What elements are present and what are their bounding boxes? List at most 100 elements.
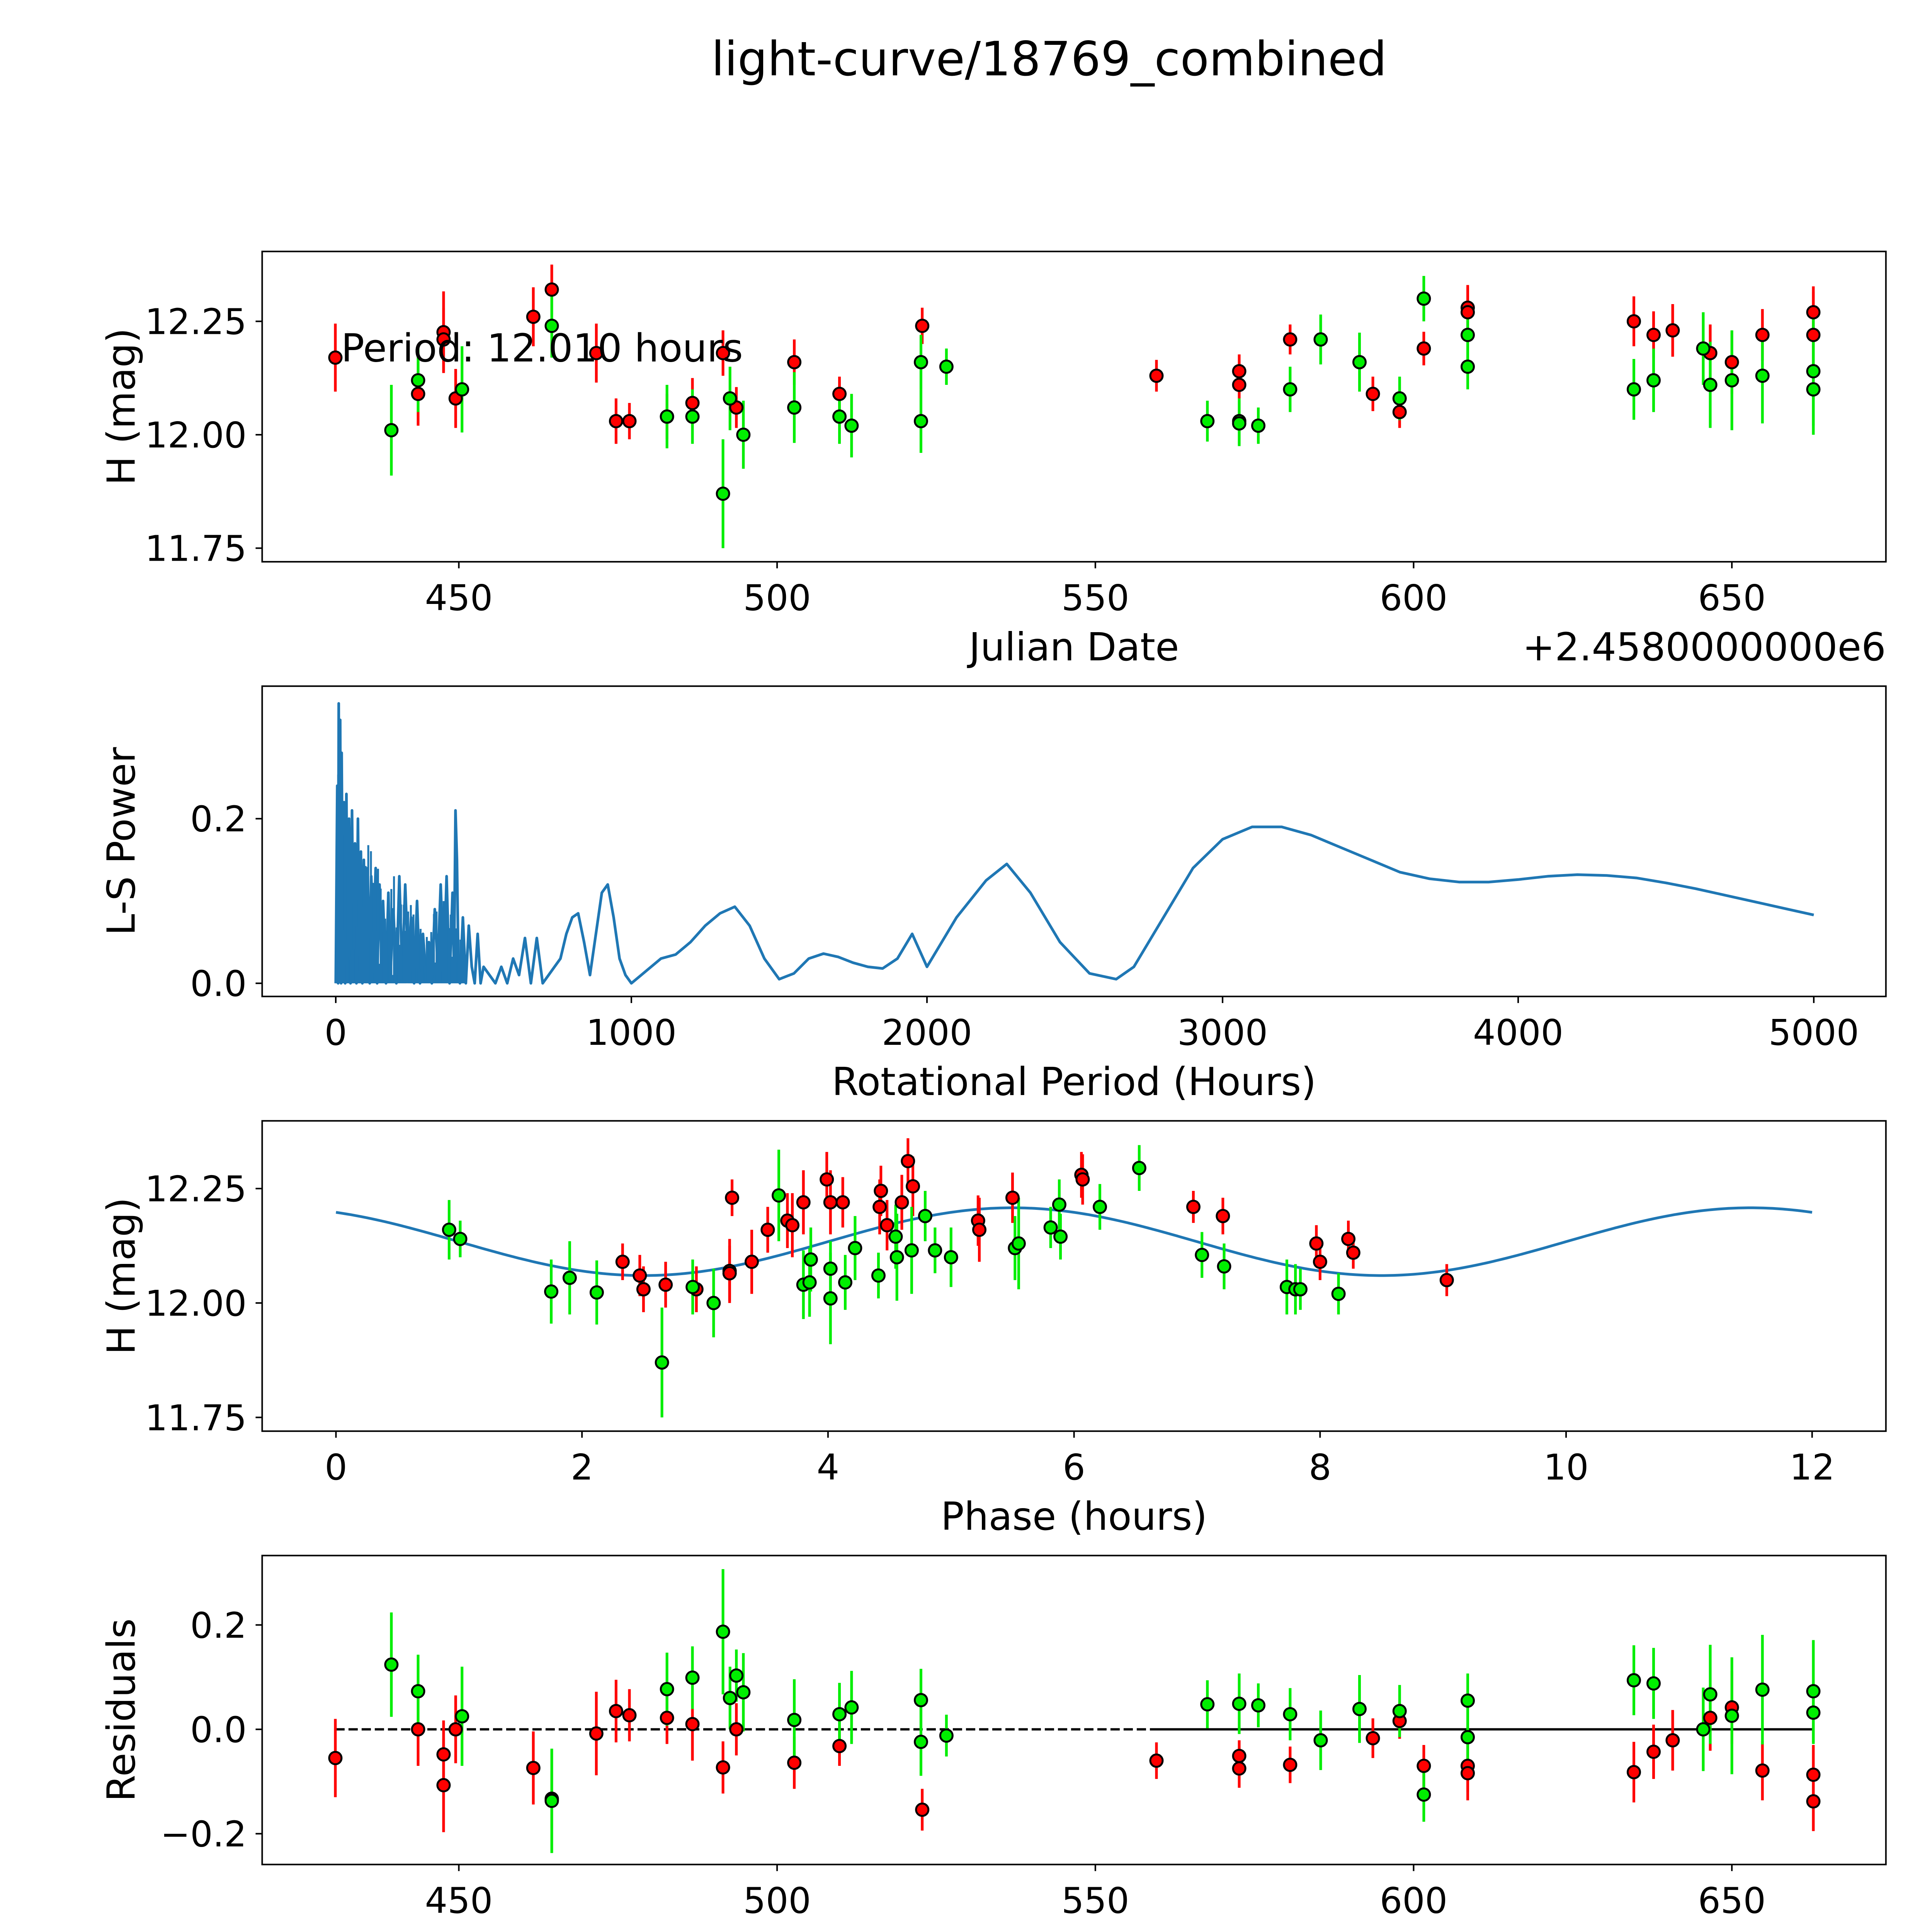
data-point-green xyxy=(1200,414,1215,429)
x-tick-label: 4 xyxy=(817,1447,840,1488)
data-point-green xyxy=(1460,1693,1475,1708)
data-point-red xyxy=(1313,1255,1327,1269)
data-point-red xyxy=(1005,1190,1020,1205)
fit-curve xyxy=(335,1206,1813,1277)
plot-area xyxy=(328,1569,1821,1853)
data-point-red xyxy=(1232,378,1247,392)
y-tick-label: 12.25 xyxy=(145,1168,247,1210)
data-point-green xyxy=(1806,382,1821,397)
panel-phase: 0 2 4 6 8 10 12 11.75 12.00 12.25 Phase (hours) H (… xyxy=(99,1120,1887,1539)
data-point-red xyxy=(835,1195,850,1210)
y-tick-label: −0.2 xyxy=(160,1814,247,1855)
data-point-red xyxy=(744,1255,759,1269)
data-point-red xyxy=(823,1195,838,1210)
data-point-red xyxy=(1755,1763,1770,1778)
data-point-green xyxy=(939,359,954,374)
y-tick-label: 0.0 xyxy=(190,1709,247,1751)
data-point-green xyxy=(544,318,559,333)
figure-title: light-curve/18769_combined xyxy=(711,32,1387,87)
x-tick-label: 12 xyxy=(1789,1447,1835,1488)
data-point-red xyxy=(411,386,425,401)
data-point-green xyxy=(832,1707,847,1721)
data-point-green xyxy=(1626,382,1641,397)
data-point-red xyxy=(544,282,559,297)
x-tick-label: 5000 xyxy=(1769,1012,1859,1053)
data-point-green xyxy=(685,409,700,424)
data-point-red xyxy=(1366,1731,1380,1745)
data-point-green xyxy=(723,1690,737,1705)
x-tick-label: 0 xyxy=(325,1447,347,1488)
data-point-red xyxy=(436,1778,451,1793)
data-point-green xyxy=(838,1275,852,1290)
data-point-red xyxy=(1806,1794,1821,1809)
x-axis-label: Phase (hours) xyxy=(941,1494,1208,1539)
x-tick-label: 4000 xyxy=(1473,1012,1563,1053)
y-axis-label: Residuals xyxy=(99,1618,144,1801)
y-tick-label: 12.00 xyxy=(145,1283,247,1324)
data-point-green xyxy=(1251,1698,1265,1713)
data-point-red xyxy=(1341,1231,1356,1246)
data-point-red xyxy=(1806,305,1821,320)
data-point-green xyxy=(1460,1730,1475,1745)
x-tick-label: 600 xyxy=(1380,577,1448,619)
x-tick-label: 10 xyxy=(1543,1447,1588,1488)
data-point-red xyxy=(915,318,930,333)
data-point-red xyxy=(1392,405,1407,419)
x-offset-label: +2.4580000000e6 xyxy=(1522,1927,1886,1932)
y-tick-label: 12.00 xyxy=(145,415,247,456)
axes-frame xyxy=(261,685,1887,997)
data-point-red xyxy=(1283,332,1298,347)
panel-periodogram: 0 1000 2000 3000 4000 5000 0.0 0.2 Rotational Pe… xyxy=(99,685,1887,1104)
data-point-green xyxy=(1313,1733,1328,1748)
y-tick-label: 0.2 xyxy=(190,799,247,840)
data-point-red xyxy=(1346,1245,1361,1260)
data-point-red xyxy=(787,355,802,369)
x-tick-label: 6 xyxy=(1063,1447,1085,1488)
data-point-green xyxy=(1460,328,1475,342)
data-point-green xyxy=(848,1241,862,1255)
data-point-green xyxy=(913,1693,928,1708)
data-point-green xyxy=(562,1270,577,1285)
data-point-red xyxy=(820,1172,834,1187)
data-point-red xyxy=(1626,1765,1641,1779)
data-point-green xyxy=(660,409,674,424)
x-tick-label: 550 xyxy=(1061,577,1129,619)
data-point-green xyxy=(939,1728,954,1743)
data-point-green xyxy=(803,1252,818,1267)
data-point-green xyxy=(844,1700,859,1715)
data-point-green xyxy=(823,1261,838,1276)
data-point-green xyxy=(544,1284,559,1299)
data-point-green xyxy=(1011,1236,1026,1251)
data-point-red xyxy=(1186,1199,1201,1214)
data-point-green xyxy=(453,1231,468,1246)
data-point-red xyxy=(622,1708,637,1723)
data-point-green xyxy=(1352,1702,1367,1716)
data-point-red xyxy=(895,1195,909,1210)
data-point-green xyxy=(411,373,425,388)
data-point-green xyxy=(716,1624,730,1639)
data-point-red xyxy=(411,1722,425,1737)
x-tick-label: 0 xyxy=(325,1012,347,1053)
data-point-red xyxy=(1417,341,1431,356)
data-point-red xyxy=(716,1760,730,1775)
data-point-red xyxy=(832,386,847,401)
data-point-green xyxy=(729,1668,744,1683)
data-point-red xyxy=(972,1223,986,1237)
data-point-green xyxy=(913,355,928,369)
data-point-green xyxy=(1755,1682,1770,1697)
data-point-red xyxy=(685,1717,700,1731)
period-annotation: Period: 12.010 hours xyxy=(341,325,743,371)
data-point-red xyxy=(1703,1711,1718,1725)
data-point-red xyxy=(660,1711,674,1725)
data-point-red xyxy=(1806,328,1821,342)
data-point-red xyxy=(787,1755,802,1770)
x-tick-label: 600 xyxy=(1380,1880,1448,1921)
y-tick-label: 12.25 xyxy=(145,301,247,343)
data-point-green xyxy=(1293,1282,1308,1297)
data-point-red xyxy=(448,1722,463,1737)
data-point-green xyxy=(685,1280,700,1294)
data-point-green xyxy=(685,1670,700,1685)
y-tick-label: 0.2 xyxy=(190,1605,247,1646)
